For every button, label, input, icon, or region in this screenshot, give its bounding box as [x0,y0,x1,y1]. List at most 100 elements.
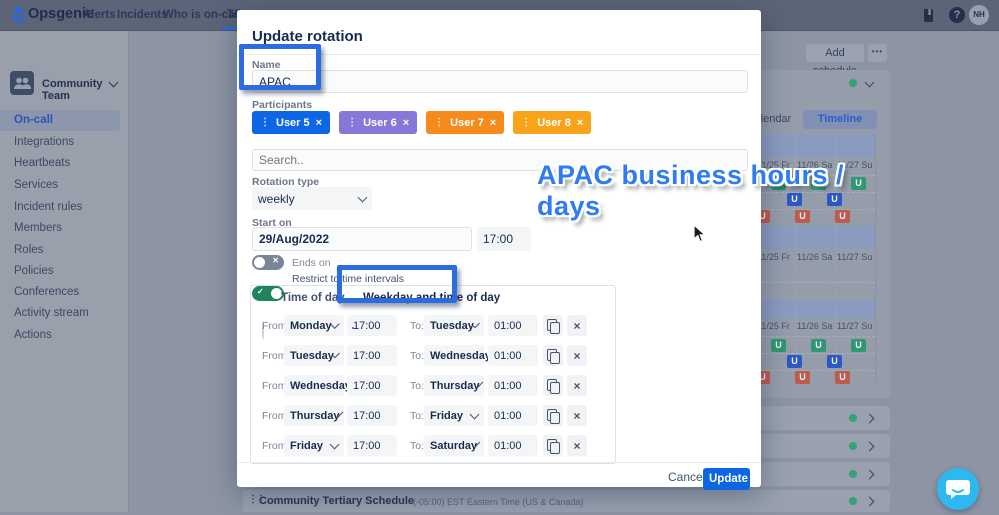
drag-handle-icon[interactable]: ⋮ [260,117,270,128]
restrict-time-toggle[interactable]: ✓ [252,286,284,301]
team-name[interactable]: Community Team [42,78,103,102]
drag-handle-icon[interactable]: ⋮ [521,117,532,128]
expand-chevron-icon[interactable] [864,441,875,452]
to-time-input[interactable]: 01:00 [488,315,538,336]
oncall-badge[interactable]: U [851,177,866,190]
sidebar-item-on-call[interactable]: On-call [0,110,120,131]
to-time-input[interactable]: 01:00 [488,405,538,426]
sidebar-item-roles[interactable]: Roles [14,244,44,256]
cancel-button[interactable]: Cancel [662,469,711,485]
name-input[interactable] [252,70,748,93]
sidebar-item-incident-rules[interactable]: Incident rules [14,201,83,213]
rotation-type-select[interactable]: weekly [252,187,372,210]
schedule-more-button[interactable]: ••• [868,44,887,62]
start-date-input[interactable]: 29/Aug/2022 [252,227,472,251]
oncall-badge[interactable]: U [827,355,842,368]
to-day-select[interactable]: Thursday [424,375,484,396]
help-button[interactable]: ? [949,7,965,23]
to-day-select[interactable]: Saturday [424,435,484,456]
to-day-select[interactable]: Wednesday [424,345,495,366]
from-label: From: [262,440,290,452]
expand-chevron-icon[interactable] [864,496,875,507]
from-day-select[interactable]: Monday [284,315,344,336]
remove-participant-icon[interactable]: × [489,116,497,129]
to-day-select[interactable]: Tuesday [424,315,484,336]
duplicate-row-button[interactable] [543,345,563,366]
oncall-badge[interactable]: U [795,210,810,223]
oncall-badge[interactable]: U [787,193,802,206]
oncall-badge[interactable]: U [827,193,842,206]
nav-alerts[interactable]: Alerts [83,9,116,21]
user-avatar[interactable]: NH [969,5,989,25]
from-time-input[interactable]: 17:00 [347,435,397,456]
from-label: From: [262,350,290,362]
oncall-badge[interactable]: U [811,177,826,190]
community-tertiary-schedule-bar[interactable]: ⋮⋮ Community Tertiary Schedule (-05:00) … [243,490,890,512]
duplicate-row-button[interactable] [543,315,563,336]
drag-handle-icon[interactable]: ⋮ [347,117,358,128]
duplicate-row-button[interactable] [543,435,563,456]
remove-row-button[interactable]: × [567,315,587,336]
docs-icon[interactable] [922,8,935,23]
duplicate-row-button[interactable] [543,375,563,396]
oncall-badge[interactable]: U [835,371,850,384]
sidebar-item-activity-stream[interactable]: Activity stream [14,307,89,319]
participant-chip[interactable]: ⋮ User 5 × [252,111,331,134]
ends-on-toggle[interactable]: ✕ [252,255,284,270]
remove-row-button[interactable]: × [567,435,587,456]
remove-participant-icon[interactable]: × [315,116,323,129]
update-button[interactable]: Update [703,468,750,490]
oncall-badge[interactable]: U [835,210,850,223]
drag-handle-icon[interactable]: ⋮ [434,117,445,128]
radio-time-of-day-label[interactable]: Time of day [281,292,345,304]
brand-opsgenie[interactable]: Opsgenie [28,6,95,22]
start-time-input[interactable]: 17:00 [477,227,531,251]
from-time-input[interactable]: 17:00 [347,345,397,366]
oncall-badge[interactable]: U [771,177,786,190]
oncall-badge[interactable]: U [811,339,826,352]
remove-row-button[interactable]: × [567,345,587,366]
oncall-badge[interactable]: U [787,355,802,368]
from-day-select[interactable]: Tuesday [284,345,344,366]
sidebar-item-integrations[interactable]: Integrations [14,136,75,148]
sidebar-item-members[interactable]: Members [14,222,62,234]
team-avatar[interactable] [10,71,34,95]
remove-participant-icon[interactable]: × [402,116,410,129]
add-schedule-button[interactable]: Add schedule [806,44,864,77]
participant-chip[interactable]: ⋮ User 7 × [426,111,505,134]
oncall-badge[interactable]: U [771,339,786,352]
radio-time-of-day[interactable] [262,321,264,340]
from-time-input[interactable]: 17:00 [347,405,397,426]
from-day-select[interactable]: Wednesday [284,375,355,396]
from-day-select[interactable]: Thursday [284,405,344,426]
sidebar-item-actions[interactable]: Actions [14,329,52,341]
from-time-input[interactable]: 17:00 [347,315,397,336]
remove-row-button[interactable]: × [567,405,587,426]
sidebar-item-heartbeats[interactable]: Heartbeats [14,157,71,169]
oncall-badge[interactable]: U [795,371,810,384]
expand-chevron-icon[interactable] [864,413,875,424]
oncall-badge[interactable]: U [851,339,866,352]
to-day-select[interactable]: Friday [424,405,484,426]
participant-search-input[interactable] [252,149,748,171]
rotation-type-label: Rotation type [252,176,320,188]
tab-timeline[interactable]: Timeline [803,110,877,129]
sidebar-item-services[interactable]: Services [14,179,59,191]
expand-chevron-icon[interactable] [864,469,875,480]
remove-row-button[interactable]: × [567,375,587,396]
from-day-select[interactable]: Friday [284,435,344,456]
to-time-input[interactable]: 01:00 [488,375,538,396]
duplicate-row-button[interactable] [543,405,563,426]
chat-widget-button[interactable] [937,468,979,510]
nav-who-is-on-call[interactable]: Who is on-call [163,9,241,21]
from-time-input[interactable]: 17:00 [347,375,397,396]
to-time-input[interactable]: 01:00 [488,435,538,456]
sidebar-item-policies[interactable]: Policies [14,265,54,277]
drag-handle-icon[interactable]: ⋮⋮ [248,494,266,505]
participant-chip[interactable]: ⋮ User 8 × [513,111,592,134]
sidebar-item-conferences[interactable]: Conferences [14,286,80,298]
participant-chip[interactable]: ⋮ User 6 × [339,111,418,134]
to-time-input[interactable]: 01:00 [488,345,538,366]
remove-participant-icon[interactable]: × [576,116,584,129]
nav-incidents[interactable]: Incidents [117,9,168,21]
